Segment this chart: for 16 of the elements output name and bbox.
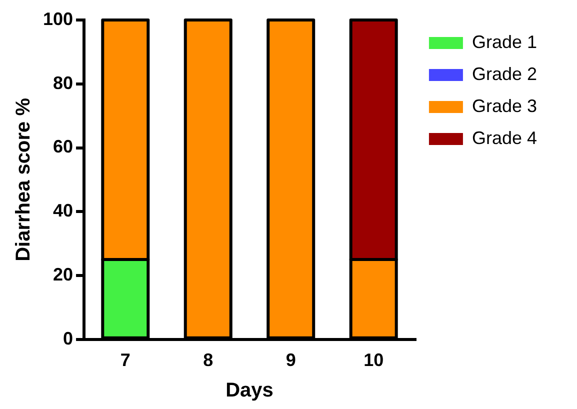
y-tick-label: 60 (53, 136, 74, 157)
y-axis-title: Diarrhea score % (12, 98, 35, 262)
y-tick-label: 100 (42, 8, 74, 29)
y-tick-label: 20 (53, 264, 74, 284)
legend-label: Grade 3 (472, 96, 538, 116)
y-tick-label: 40 (53, 200, 74, 221)
legend-label: Grade 1 (472, 32, 538, 52)
x-tick-label: 7 (120, 350, 130, 370)
legend-label: Grade 4 (472, 128, 538, 148)
y-tick-label: 80 (53, 72, 74, 93)
legend-label: Grade 2 (472, 64, 538, 84)
x-axis-title: Days (226, 380, 274, 402)
x-tick-label: 9 (286, 350, 296, 370)
y-tick-label: 0 (63, 328, 74, 348)
x-tick-label: 10 (364, 350, 384, 370)
x-tick-label: 8 (203, 350, 214, 370)
